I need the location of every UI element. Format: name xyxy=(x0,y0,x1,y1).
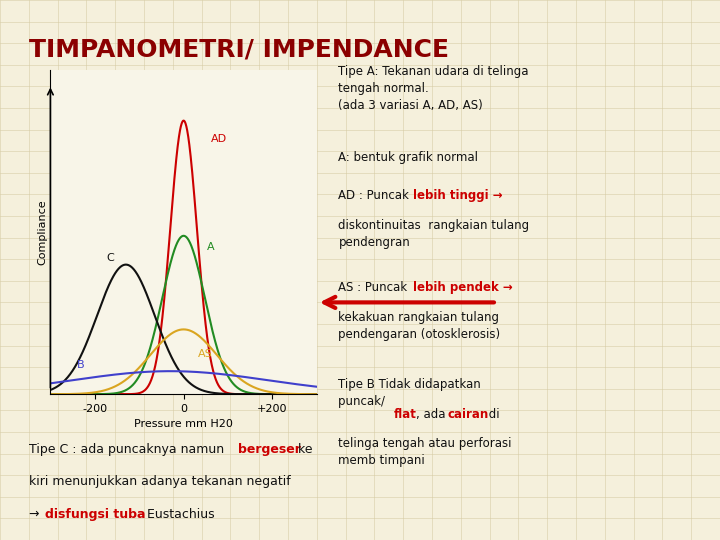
Text: disfungsi tuba: disfungsi tuba xyxy=(45,508,145,521)
Text: , ada: , ada xyxy=(416,408,449,421)
Text: TIMPANOMETRI/ IMPENDANCE: TIMPANOMETRI/ IMPENDANCE xyxy=(29,38,449,62)
Text: telinga tengah atau perforasi
memb timpani: telinga tengah atau perforasi memb timpa… xyxy=(338,437,512,468)
Text: Tipe B Tidak didapatkan
puncak/: Tipe B Tidak didapatkan puncak/ xyxy=(338,378,481,408)
Text: A: bentuk grafik normal: A: bentuk grafik normal xyxy=(338,151,478,164)
Text: AD : Puncak: AD : Puncak xyxy=(338,189,413,202)
Text: AD: AD xyxy=(211,134,228,144)
Text: bergeser: bergeser xyxy=(238,443,300,456)
Text: lebih pendek →: lebih pendek → xyxy=(413,281,513,294)
Text: di: di xyxy=(485,408,500,421)
Text: AS: AS xyxy=(198,349,212,359)
Text: kekakuan rangkaian tulang
pendengaran (otosklerosis): kekakuan rangkaian tulang pendengaran (o… xyxy=(338,310,500,341)
Text: B: B xyxy=(77,360,85,370)
Text: Eustachius: Eustachius xyxy=(143,508,215,521)
Text: diskontinuitas  rangkaian tulang
pendengran: diskontinuitas rangkaian tulang pendengr… xyxy=(338,219,529,249)
Text: ke: ke xyxy=(294,443,312,456)
Text: kiri menunjukkan adanya tekanan negatif: kiri menunjukkan adanya tekanan negatif xyxy=(29,475,291,488)
Y-axis label: Compliance: Compliance xyxy=(37,199,48,265)
X-axis label: Pressure mm H20: Pressure mm H20 xyxy=(134,420,233,429)
Text: Tipe A: Tekanan udara di telinga
tengah normal.
(ada 3 variasi A, AD, AS): Tipe A: Tekanan udara di telinga tengah … xyxy=(338,65,529,112)
Text: A: A xyxy=(207,242,215,252)
Text: flat: flat xyxy=(394,408,417,421)
Text: lebih tinggi →: lebih tinggi → xyxy=(413,189,502,202)
Text: Tipe C : ada puncaknya namun: Tipe C : ada puncaknya namun xyxy=(29,443,228,456)
Text: C: C xyxy=(106,253,114,263)
Text: cairan: cairan xyxy=(448,408,489,421)
Text: →: → xyxy=(29,508,43,521)
Text: AS : Puncak: AS : Puncak xyxy=(338,281,411,294)
